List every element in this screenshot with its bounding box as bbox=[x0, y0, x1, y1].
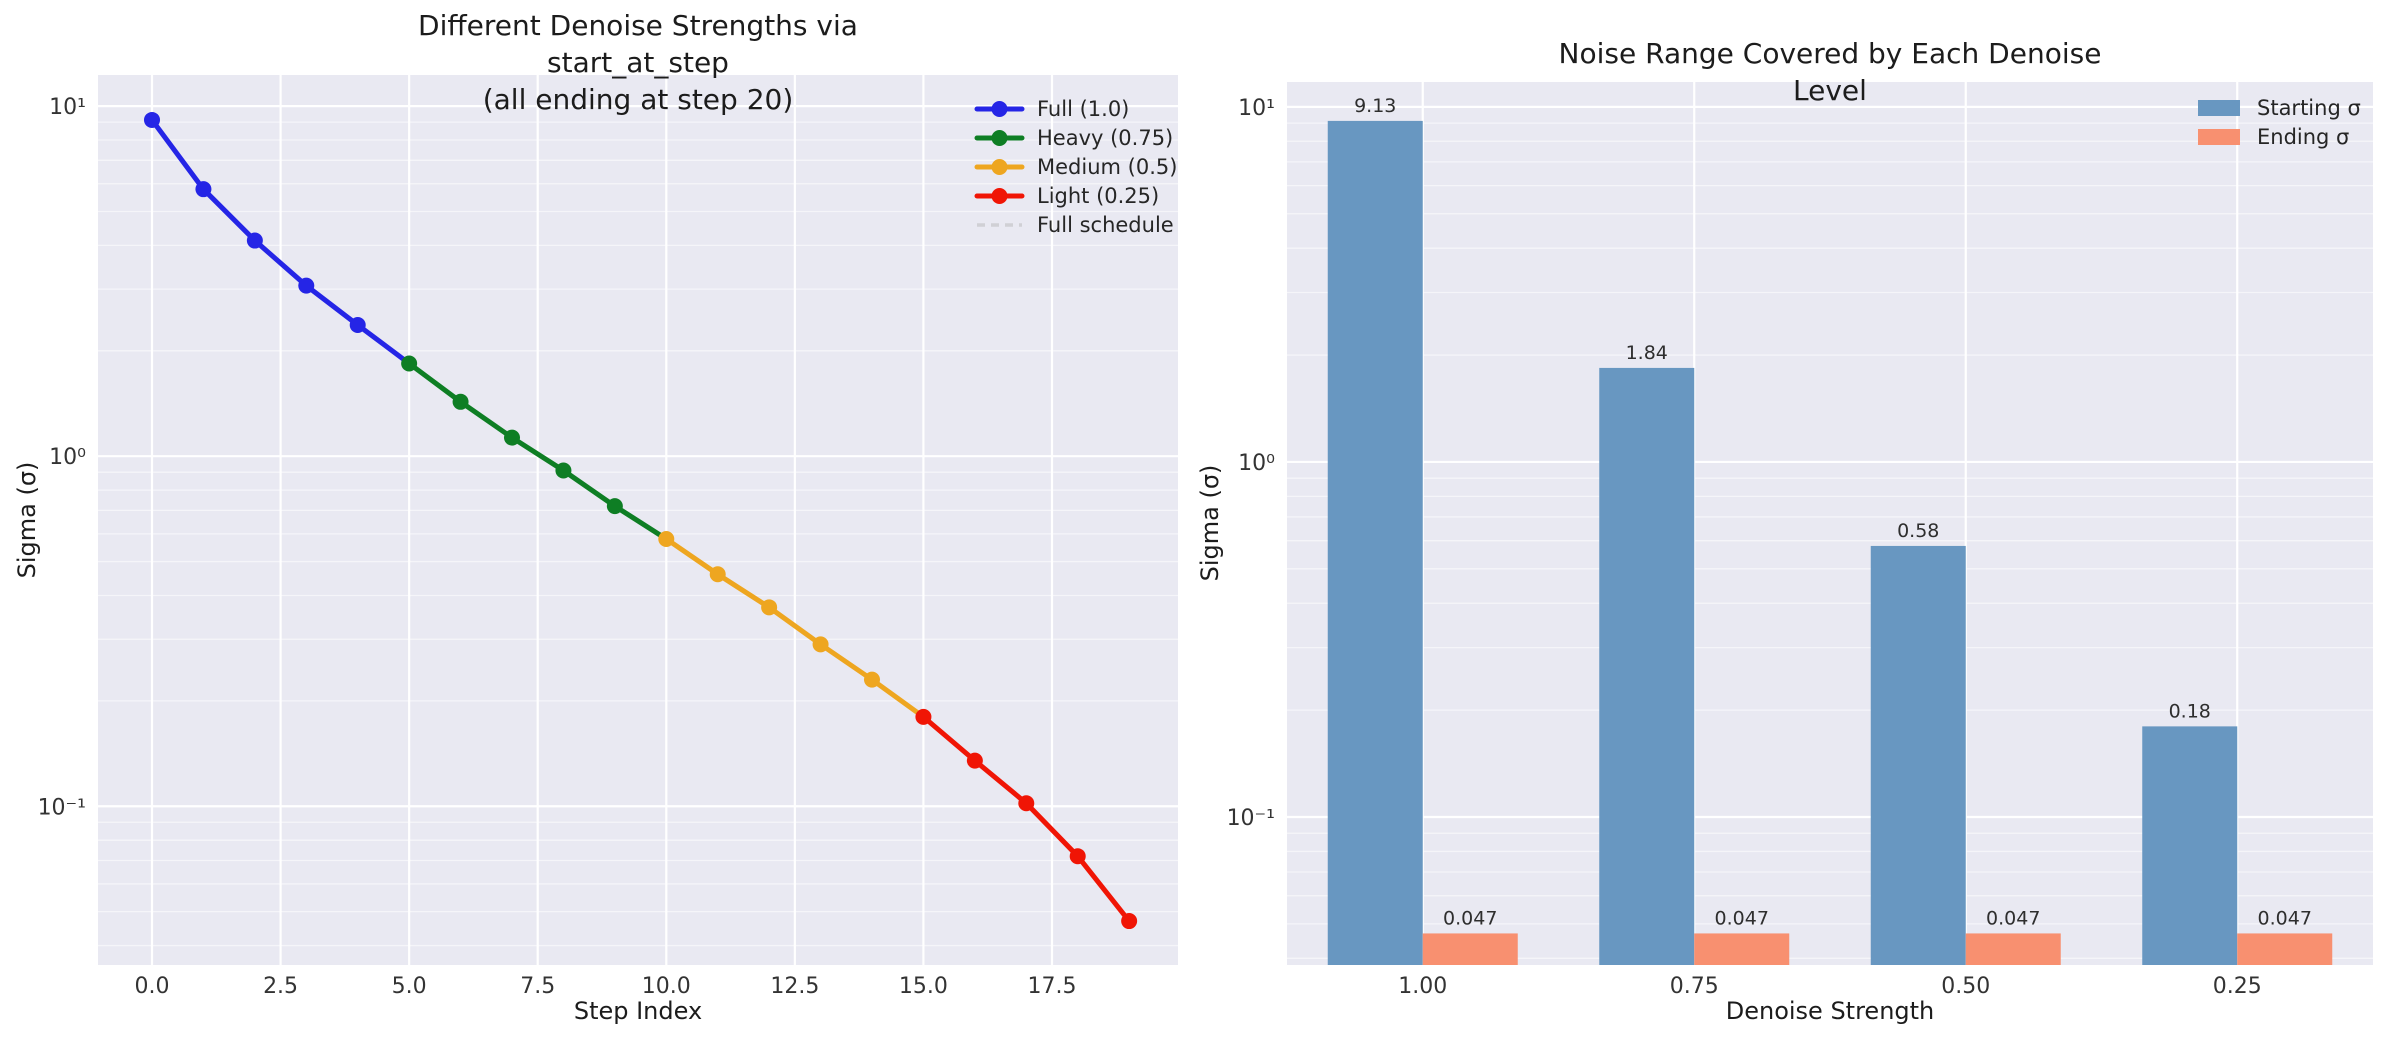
y-tick-label: 10⁻¹ bbox=[38, 795, 86, 820]
bar-value-label: 0.047 bbox=[2258, 907, 2312, 929]
x-tick-label: 17.5 bbox=[1028, 974, 1077, 999]
data-point-marker bbox=[144, 111, 160, 128]
data-point-marker bbox=[349, 316, 366, 333]
x-tick-label: 10.0 bbox=[642, 974, 691, 999]
series-line-heavy-0-75- bbox=[406, 360, 669, 542]
legend-marker-sample bbox=[991, 130, 1008, 146]
legend-label: Full schedule bbox=[1037, 213, 1174, 237]
y-tick-label: 10¹ bbox=[1238, 96, 1275, 121]
y-tick-label: 10⁻¹ bbox=[1227, 806, 1275, 831]
y-tick-label: 10⁰ bbox=[1238, 451, 1275, 476]
bar-value-label: 9.13 bbox=[1354, 95, 1396, 117]
bar-starting-sigma-1.00 bbox=[1327, 120, 1423, 965]
x-tick-label: 0.75 bbox=[1670, 974, 1719, 999]
panel-noise-range-bar-chart: 9.13 0.047 1.00 1.84 0.047 0.75 0.58 0.047 0.50 0… bbox=[1190, 0, 2381, 1039]
bar-chart-title: Noise Range Covered by Each Denoise Leve… bbox=[1558, 37, 2102, 107]
bar-ending-sigma-1.00 bbox=[1422, 933, 1518, 965]
data-point-marker bbox=[1121, 913, 1138, 930]
x-tick-label: 2.5 bbox=[263, 974, 298, 999]
data-point-marker bbox=[812, 636, 829, 653]
data-point-marker bbox=[1069, 848, 1086, 865]
bar-value-label: 0.047 bbox=[1715, 907, 1769, 929]
bar-value-label: 0.047 bbox=[1443, 907, 1497, 929]
x-tick-label: 0.50 bbox=[1941, 974, 1990, 999]
data-point-marker bbox=[966, 752, 983, 769]
legend-swatch bbox=[2198, 100, 2240, 116]
legend-label: Starting σ bbox=[2257, 96, 2361, 120]
data-point-marker bbox=[555, 462, 572, 479]
bar-chart-ylabel: Sigma (σ) bbox=[1196, 464, 1224, 582]
x-tick-label: 12.5 bbox=[770, 974, 819, 999]
legend-marker-sample bbox=[991, 188, 1008, 204]
bar-ending-sigma-0.50 bbox=[1965, 933, 2061, 965]
data-point-marker bbox=[658, 530, 675, 547]
line-chart-title: Different Denoise Strengths via start_at… bbox=[418, 9, 858, 116]
line-chart-ylabel: Sigma (σ) bbox=[13, 461, 41, 579]
x-tick-label: 15.0 bbox=[899, 974, 948, 999]
data-point-marker bbox=[452, 393, 469, 410]
series-line-full-1-0- bbox=[149, 117, 412, 366]
bar-chart-xlabel: Denoise Strength bbox=[1725, 997, 1935, 1025]
legend-label: Medium (0.5) bbox=[1037, 155, 1177, 179]
panel-denoise-line-chart: 10¹ 10⁰ 10⁻¹ 0.0 2.5 5.0 7.5 10.0 12.5 15.0 17.5 Fu… bbox=[0, 0, 1190, 1039]
bar-ending-sigma-0.25 bbox=[2237, 933, 2333, 965]
x-tick-label: 5.0 bbox=[392, 974, 427, 999]
data-point-marker bbox=[298, 277, 315, 294]
series-line-medium-0-5- bbox=[663, 536, 926, 720]
data-point-marker bbox=[401, 355, 418, 372]
bar-ending-sigma-0.75 bbox=[1694, 933, 1790, 965]
bar-starting-sigma-0.50 bbox=[1870, 545, 1966, 965]
legend-swatch bbox=[2198, 129, 2240, 145]
bar-starting-sigma-0.25 bbox=[2142, 726, 2238, 965]
data-point-marker bbox=[1018, 795, 1035, 812]
bar-starting-sigma-0.75 bbox=[1599, 367, 1695, 966]
bar-value-label: 0.047 bbox=[1986, 907, 2040, 929]
data-point-marker bbox=[761, 599, 778, 616]
data-point-marker bbox=[195, 181, 212, 198]
data-point-marker bbox=[606, 498, 623, 515]
legend-label: Ending σ bbox=[2257, 125, 2349, 149]
y-tick-label: 10¹ bbox=[49, 95, 86, 120]
line-chart-svg: 10¹ 10⁰ 10⁻¹ 0.0 2.5 5.0 7.5 10.0 12.5 15.0 17.5 Fu… bbox=[38, 75, 1178, 999]
bar-chart-svg: 9.13 0.047 1.00 1.84 0.047 0.75 0.58 0.047 0.50 0… bbox=[1227, 82, 2373, 999]
bar-value-label: 0.18 bbox=[2169, 700, 2211, 722]
line-chart-xlabel: Step Index bbox=[573, 997, 703, 1025]
legend-marker-sample bbox=[991, 101, 1008, 117]
x-tick-label: 0.0 bbox=[135, 974, 170, 999]
legend-label: Full (1.0) bbox=[1037, 97, 1129, 121]
legend-label: Light (0.25) bbox=[1037, 184, 1159, 208]
legend-marker-sample bbox=[991, 159, 1008, 175]
data-point-marker bbox=[709, 566, 726, 583]
data-point-marker bbox=[504, 429, 520, 446]
data-point-marker bbox=[864, 671, 880, 688]
data-point-marker bbox=[246, 232, 263, 249]
x-tick-label: 7.5 bbox=[520, 974, 555, 999]
x-tick-label: 0.25 bbox=[2213, 974, 2262, 999]
bar-value-label: 0.58 bbox=[1897, 520, 1939, 542]
y-tick-label: 10⁰ bbox=[49, 445, 86, 470]
x-tick-label: 1.00 bbox=[1398, 974, 1447, 999]
bar-value-label: 1.84 bbox=[1626, 342, 1668, 364]
data-point-marker bbox=[915, 708, 932, 725]
legend-label: Heavy (0.75) bbox=[1037, 126, 1173, 150]
